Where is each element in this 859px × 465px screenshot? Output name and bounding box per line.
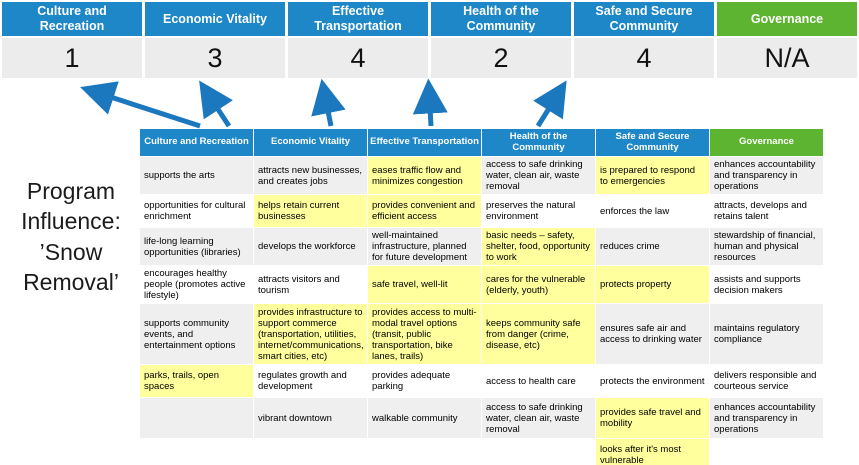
matrix-cell: opportunities for cultural enrichment <box>140 195 253 228</box>
matrix-cell <box>140 398 253 439</box>
influence-matrix-wrap: Culture and Recreation Economic Vitality E… <box>139 128 824 465</box>
matrix-cell: maintains regulatory compliance <box>710 304 823 365</box>
matrix-cell: supports the arts <box>140 157 253 195</box>
summary-header: Economic Vitality <box>145 2 285 36</box>
matrix-cell: reduces crime <box>596 228 709 266</box>
matrix-cell: delivers responsible and courteous servi… <box>710 365 823 398</box>
summary-header: Safe and Secure Community <box>574 2 714 36</box>
matrix-row: encourages healthy people (promotes acti… <box>140 266 823 304</box>
matrix-cell: protects the environment <box>596 365 709 398</box>
matrix-cell: vibrant downtown <box>254 398 367 439</box>
matrix-cell: eases traffic flow and minimizes congest… <box>368 157 481 195</box>
matrix-column-header: Culture and Recreation <box>140 129 253 156</box>
matrix-cell: is prepared to respond to emergencies <box>596 157 709 195</box>
summary-header: Culture and Recreation <box>2 2 142 36</box>
arrows-layer <box>80 78 567 129</box>
summary-score: N/A <box>717 38 857 78</box>
up-arrow-icon <box>199 80 233 128</box>
matrix-cell: provides safe travel and mobility <box>596 398 709 439</box>
up-arrow-icon <box>412 78 448 127</box>
matrix-cell: attracts, develops and retains talent <box>710 195 823 228</box>
matrix-cell: life-long learning opportunities (librar… <box>140 228 253 266</box>
summary-table: Culture and Recreation Economic Vitality E… <box>2 2 857 78</box>
matrix-row: life-long learning opportunities (librar… <box>140 228 823 266</box>
matrix-cell: develops the workforce <box>254 228 367 266</box>
matrix-cell: preserves the natural environment <box>482 195 595 228</box>
matrix-cell <box>368 439 481 465</box>
matrix-column-header: Health of the Community <box>482 129 595 156</box>
influence-matrix: Culture and Recreation Economic Vitality E… <box>139 128 824 465</box>
matrix-row: looks after it's most vulnerable <box>140 439 823 465</box>
matrix-row: supports community events, and entertain… <box>140 304 823 365</box>
matrix-cell: ensures safe air and access to drinking … <box>596 304 709 365</box>
matrix-column-header: Governance <box>710 129 823 156</box>
matrix-cell: provides convenient and efficient access <box>368 195 481 228</box>
matrix-cell: encourages healthy people (promotes acti… <box>140 266 253 304</box>
summary-header: Effective Transportation <box>288 2 428 36</box>
matrix-cell: looks after it's most vulnerable <box>596 439 709 465</box>
matrix-cell: access to health care <box>482 365 595 398</box>
matrix-row: parks, trails, open spaces regulates grow… <box>140 365 823 398</box>
matrix-cell: attracts visitors and tourism <box>254 266 367 304</box>
matrix-row: opportunities for cultural enrichment hel… <box>140 195 823 228</box>
matrix-column-header: Effective Transportation <box>368 129 481 156</box>
matrix-cell: provides infrastructure to support comme… <box>254 304 367 365</box>
up-arrow-icon <box>533 80 567 128</box>
matrix-header-row: Culture and Recreation Economic Vitality E… <box>140 129 823 156</box>
matrix-column-header: Economic Vitality <box>254 129 367 156</box>
matrix-cell <box>482 439 595 465</box>
up-arrow-icon <box>80 81 201 129</box>
matrix-column-header: Safe and Secure Community <box>596 129 709 156</box>
summary-score: 4 <box>574 38 714 78</box>
summary-header: Governance <box>717 2 857 36</box>
summary-score: 4 <box>288 38 428 78</box>
matrix-cell: assists and supports decision makers <box>710 266 823 304</box>
matrix-cell: enforces the law <box>596 195 709 228</box>
matrix-row: vibrant downtown walkable community access… <box>140 398 823 439</box>
matrix-cell: access to safe drinking water, clean air… <box>482 157 595 195</box>
matrix-cell: supports community events, and entertain… <box>140 304 253 365</box>
matrix-cell: helps retain current businesses <box>254 195 367 228</box>
matrix-cell: keeps community safe from danger (crime,… <box>482 304 595 365</box>
matrix-cell: cares for the vulnerable (elderly, youth… <box>482 266 595 304</box>
matrix-row: supports the arts attracts new businesses… <box>140 157 823 195</box>
matrix-cell <box>710 439 823 465</box>
matrix-body: supports the arts attracts new businesses… <box>140 157 823 465</box>
matrix-cell: protects property <box>596 266 709 304</box>
matrix-cell <box>140 439 253 465</box>
summary-score: 2 <box>431 38 571 78</box>
matrix-cell: attracts new businesses, and creates job… <box>254 157 367 195</box>
matrix-cell: stewardship of financial, human and phys… <box>710 228 823 266</box>
matrix-cell: enhances accountability and transparency… <box>710 157 823 195</box>
program-influence-label: Program Influence: ’Snow Removal’ <box>21 178 121 296</box>
matrix-cell: regulates growth and development <box>254 365 367 398</box>
matrix-cell: parks, trails, open spaces <box>140 365 253 398</box>
summary-score: 1 <box>2 38 142 78</box>
matrix-cell: provides adequate parking <box>368 365 481 398</box>
matrix-cell: provides access to multi-modal travel op… <box>368 304 481 365</box>
matrix-cell: well-maintained infrastructure, planned … <box>368 228 481 266</box>
matrix-cell: walkable community <box>368 398 481 439</box>
up-arrow-icon <box>311 78 346 127</box>
summary-score: 3 <box>145 38 285 78</box>
matrix-cell: safe travel, well-lit <box>368 266 481 304</box>
matrix-cell <box>254 439 367 465</box>
matrix-cell: enhances accountability and transparency… <box>710 398 823 439</box>
matrix-cell: access to safe drinking water, clean air… <box>482 398 595 439</box>
summary-header: Health of the Community <box>431 2 571 36</box>
matrix-cell: basic needs – safety, shelter, food, opp… <box>482 228 595 266</box>
